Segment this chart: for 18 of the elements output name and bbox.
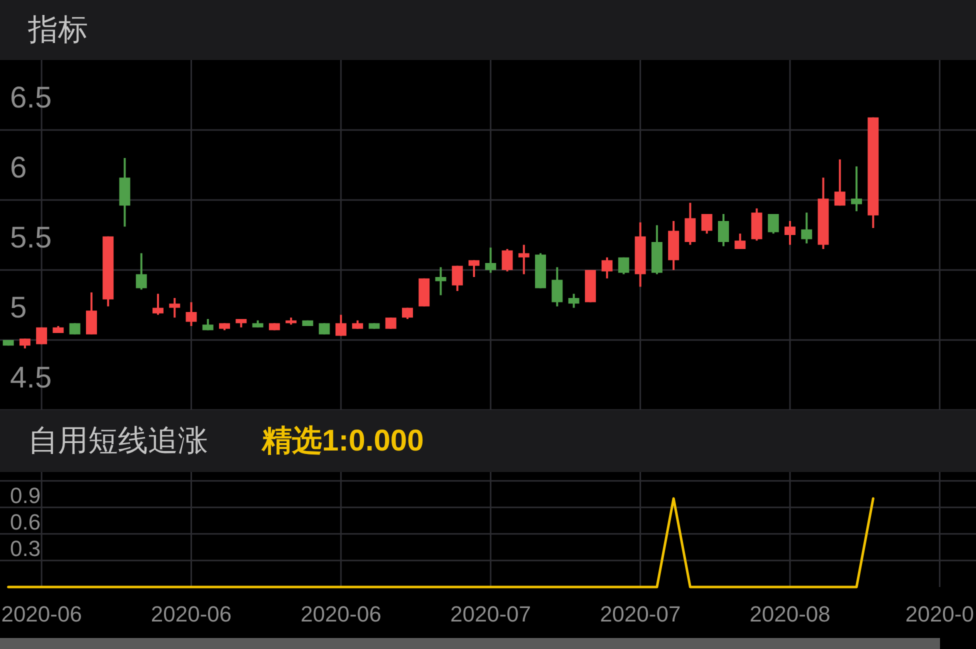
y-tick-label: 6 xyxy=(10,152,27,184)
x-tick-label: 2020-08 xyxy=(750,602,830,626)
x-tick-label: 2020-0 xyxy=(905,602,974,626)
x-tick-label: 2020-07 xyxy=(450,602,532,626)
y-tick-label: 5.5 xyxy=(10,222,52,254)
y-tick-label: 4.5 xyxy=(10,362,52,394)
y-tick-label: 0.3 xyxy=(10,536,41,561)
text: 精选1:0.000 xyxy=(261,424,424,458)
y-tick-label: 5 xyxy=(10,292,27,324)
chart-title: 自用短线追涨 xyxy=(28,424,208,458)
y-tick-label: 0.9 xyxy=(10,482,41,508)
x-tick-label: 2020-06 xyxy=(150,602,232,626)
y-tick-label: 0.6 xyxy=(10,509,41,534)
chart-title: 指标 xyxy=(27,14,88,46)
y-tick-label: 6.5 xyxy=(10,82,52,114)
x-tick-label: 2020-06 xyxy=(1,602,82,626)
x-tick-label: 2020-07 xyxy=(600,602,681,626)
x-tick-label: 2020-06 xyxy=(300,602,382,626)
